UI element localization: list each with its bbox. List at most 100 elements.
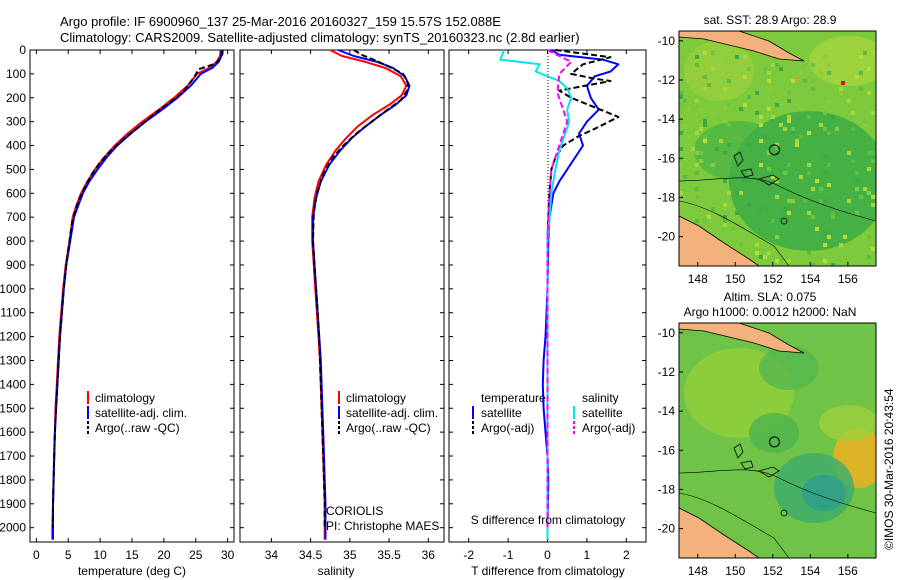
sst-pixel <box>779 259 783 263</box>
sst-pixel <box>695 119 699 123</box>
sst-pixel <box>735 211 739 215</box>
sst-pixel <box>755 239 759 243</box>
series-argo-raw-qc- <box>52 50 224 528</box>
depth-tick-label: 500 <box>6 162 26 176</box>
sst-pixel <box>739 243 743 247</box>
sst-pixel <box>711 67 715 71</box>
title-line-2: Climatology: CARS2009. Satellite-adjuste… <box>60 30 580 45</box>
sla-map-frame <box>678 322 877 559</box>
sst-pixel <box>827 131 831 135</box>
x-tick-label: 2 <box>623 548 630 562</box>
sst-pixel <box>739 191 743 195</box>
sst-warm-patch <box>684 41 754 101</box>
depth-tick-label: 1300 <box>0 353 26 367</box>
salinity-axes-frame <box>239 49 445 543</box>
sst-pixel <box>867 67 871 71</box>
depth-tick-label: 200 <box>6 91 26 105</box>
map-y-tick-label: -14 <box>658 112 676 126</box>
x-tick-label: 34 <box>265 548 279 562</box>
sst-pixel <box>831 115 835 119</box>
sst-pixel <box>811 215 815 219</box>
sst-pixel <box>827 71 831 75</box>
sst-pixel <box>823 231 827 235</box>
sst-pixel <box>859 71 863 75</box>
sst-pixel <box>823 111 827 115</box>
sst-pixel <box>715 147 719 151</box>
map-x-tick-label: 154 <box>800 272 820 286</box>
legend-label-s-argo: Argo(-adj) <box>582 421 635 435</box>
map-y-tick-label: -12 <box>658 365 676 379</box>
sst-pixel <box>863 235 867 239</box>
sla-low-patch <box>749 413 799 453</box>
sst-pixel <box>863 51 867 55</box>
depth-tick-label: 800 <box>6 234 26 248</box>
x-tick-label: 35 <box>343 548 357 562</box>
map-y-tick-label: -16 <box>658 151 676 165</box>
sst-pixel <box>723 119 727 123</box>
sst-pixel <box>695 163 699 167</box>
sst-pixel <box>799 107 803 111</box>
legend-label-t-satellite: satellite <box>481 406 522 420</box>
sst-pixel <box>695 99 699 103</box>
sst-pixel <box>767 151 771 155</box>
argo-position-marker <box>768 436 780 448</box>
sla-low-patch <box>759 346 819 390</box>
series-climatology <box>311 49 408 540</box>
sst-pixel <box>703 123 707 127</box>
sst-pixel <box>695 63 699 67</box>
legend-label-argo: Argo(..raw -QC) <box>95 421 180 435</box>
sla-map-panel: Altim. SLA: 0.075 Argo h1000: 0.0012 h20… <box>658 290 877 578</box>
sst-pixel <box>695 87 699 91</box>
sst-pixel <box>759 255 763 259</box>
x-tick-label: -1 <box>503 548 514 562</box>
sst-pixel <box>815 227 819 231</box>
sst-pixel <box>843 235 847 239</box>
x-tick-label: 1 <box>584 548 591 562</box>
sla-map-plot <box>679 323 876 558</box>
sst-pixel <box>727 83 731 87</box>
x-tick-label: 0 <box>33 548 40 562</box>
australia-landmass <box>679 507 760 558</box>
sst-pixel <box>847 151 851 155</box>
map-x-tick-label: 156 <box>838 564 858 578</box>
sst-pixel <box>723 203 727 207</box>
x-tick-label: -2 <box>463 548 474 562</box>
sst-pixel <box>787 163 791 167</box>
sst-pixel <box>819 71 823 75</box>
sst-warm-patch <box>809 36 876 86</box>
sst-pixel <box>779 123 783 127</box>
sst-pixel <box>787 115 791 119</box>
sst-pixel <box>871 203 875 207</box>
sst-pixel <box>727 123 731 127</box>
depth-tick-label: 0 <box>19 43 26 57</box>
sst-pixel <box>831 279 835 283</box>
imos-watermark: ©IMOS 30-Mar-2016 20:43:54 <box>882 388 896 550</box>
reef-marker <box>780 217 788 225</box>
depth-tick-label: 100 <box>6 67 26 81</box>
temperature-axes-frame <box>29 49 235 543</box>
sst-pixel <box>791 199 795 203</box>
sst-pixel <box>735 191 739 195</box>
sst-pixel <box>771 115 775 119</box>
sst-pixel <box>787 259 791 263</box>
sst-pixel <box>699 123 703 127</box>
sst-pixel <box>695 195 699 199</box>
map-y-tick-label: -16 <box>658 443 676 457</box>
sst-pixel <box>723 219 727 223</box>
sst-pixel <box>851 111 855 115</box>
sst-pixel <box>787 119 791 123</box>
sst-pixel <box>779 67 783 71</box>
sst-pixel <box>731 131 735 135</box>
series-t-satellite <box>541 49 620 540</box>
sst-pixel <box>863 123 867 127</box>
sst-pixel <box>723 59 727 63</box>
sst-pixel <box>819 187 823 191</box>
sst-pixel <box>795 139 799 143</box>
map-x-tick-label: 150 <box>725 272 745 286</box>
sst-pixel <box>847 199 851 203</box>
depth-tick-label: 400 <box>6 139 26 153</box>
map-x-tick-label: 156 <box>838 272 858 286</box>
sst-pixel <box>759 207 763 211</box>
